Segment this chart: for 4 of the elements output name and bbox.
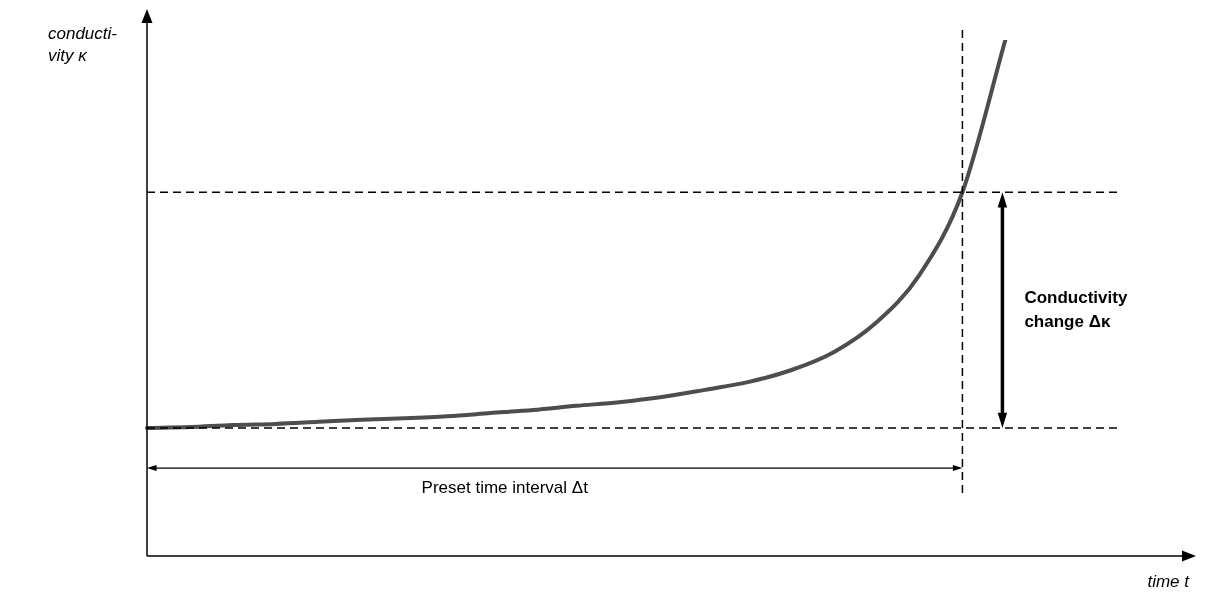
x-axis-title: time t: [1147, 572, 1191, 592]
y-axis-title: conducti- vity κ: [48, 24, 118, 66]
annotation: Preset time interval Δt: [421, 478, 589, 498]
annotation: Conductivity change Δκ: [1024, 287, 1128, 331]
